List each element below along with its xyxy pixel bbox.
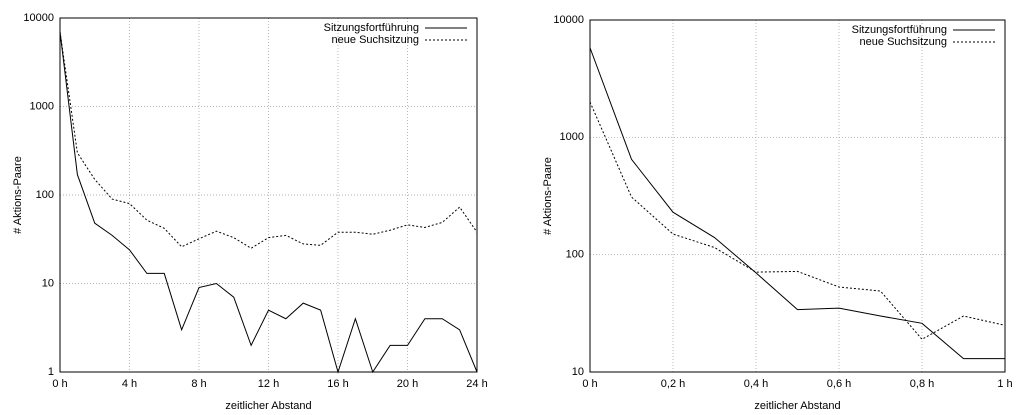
y-axis-label: # Aktions-Paare <box>542 157 554 235</box>
legend-label: Sitzungsfortführung <box>324 22 419 34</box>
x-axis-label: zeitlicher Abstand <box>754 400 840 412</box>
x-tick-label: 0,4 h <box>744 378 768 390</box>
y-tick-label: 10000 <box>23 12 54 24</box>
y-tick-label: 10 <box>572 366 584 378</box>
x-tick-label: 12 h <box>258 378 279 390</box>
legend-label: Sitzungsfortführung <box>852 24 947 36</box>
legend-label: neue Suchsitzung <box>860 36 947 48</box>
y-tick-label: 10000 <box>553 14 584 26</box>
plot-frame <box>59 17 478 373</box>
y-tick-label: 100 <box>566 249 584 261</box>
series-line <box>59 31 478 374</box>
plot-frame <box>589 19 1006 373</box>
x-tick-label: 20 h <box>397 378 418 390</box>
y-tick-label: 10 <box>42 277 54 289</box>
x-tick-label: 16 h <box>327 378 348 390</box>
x-tick-label: 24 h <box>466 378 487 390</box>
x-tick-label: 8 h <box>191 378 206 390</box>
series-line <box>59 31 478 249</box>
y-tick-label: 1000 <box>560 131 584 143</box>
y-axis-label: # Aktions-Paare <box>12 156 24 234</box>
x-tick-label: 4 h <box>122 378 137 390</box>
legend-label: neue Suchsitzung <box>332 34 419 46</box>
x-tick-label: 0 h <box>582 378 597 390</box>
series-line <box>589 47 1005 360</box>
y-tick-label: 100 <box>36 189 54 201</box>
series-line <box>589 101 1006 340</box>
x-tick-label: 1 h <box>997 378 1012 390</box>
x-tick-label: 0,2 h <box>661 378 685 390</box>
x-tick-label: 0 h <box>52 378 67 390</box>
y-tick-label: 1000 <box>30 100 54 112</box>
y-tick-label: 1 <box>48 366 54 378</box>
x-tick-label: 0,8 h <box>910 378 934 390</box>
x-axis-label: zeitlicher Abstand <box>225 400 311 412</box>
x-tick-label: 0,6 h <box>827 378 851 390</box>
